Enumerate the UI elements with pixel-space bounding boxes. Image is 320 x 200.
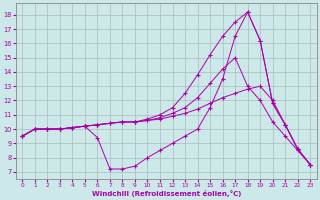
X-axis label: Windchill (Refroidissement éolien,°C): Windchill (Refroidissement éolien,°C) (92, 190, 241, 197)
